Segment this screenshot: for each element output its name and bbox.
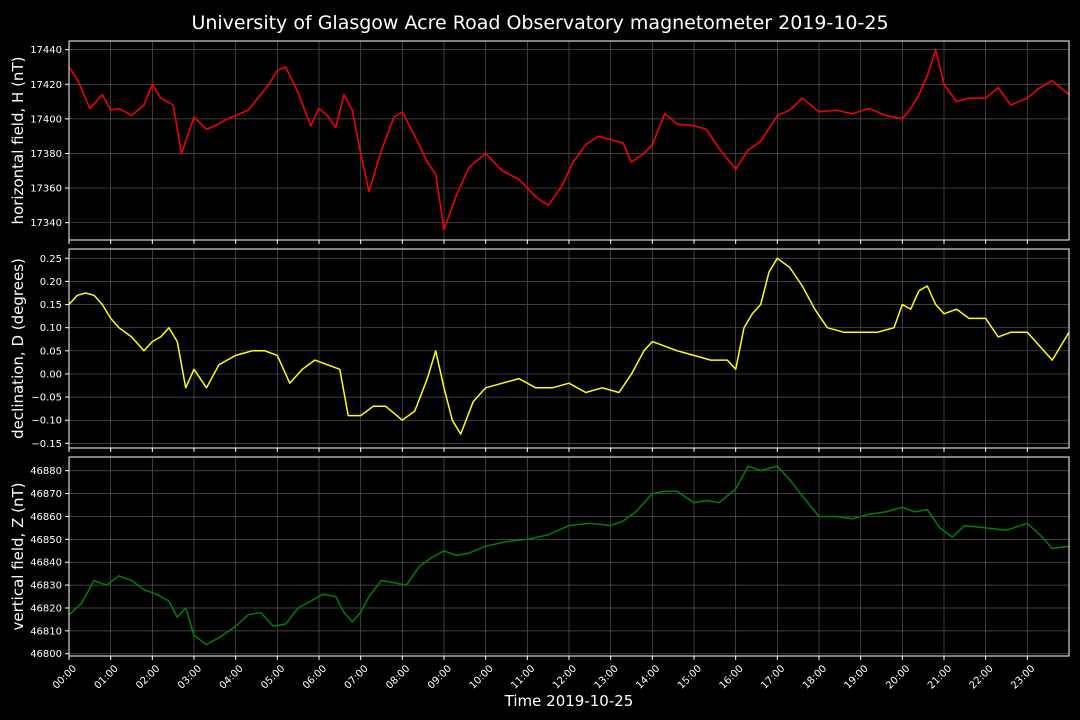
panel-3: 46800 46810 46820 46830 46840 46850 46860 46870… <box>9 456 1070 660</box>
y-tick-label: 17420 <box>30 80 62 91</box>
y-axis-label: vertical field, Z (nT) <box>9 482 27 630</box>
y-tick-label: 17380 <box>30 149 62 160</box>
x-tick-label: 18:00 <box>801 663 829 691</box>
x-tick-label: 14:00 <box>634 663 662 691</box>
y-tick-label: 46860 <box>30 512 62 523</box>
y-tick-label: 17440 <box>30 45 62 56</box>
y-tick-label: 17340 <box>30 218 62 229</box>
panel-1: 17340 17360 17380 17400 17420 17440horizontal… <box>9 40 1070 244</box>
x-tick-label: 07:00 <box>343 663 371 691</box>
y-tick-label: 0.20 <box>40 277 62 288</box>
x-tick-label: 01:00 <box>93 663 121 691</box>
y-tick-label: 46820 <box>30 603 62 614</box>
x-tick-label: 20:00 <box>884 663 912 691</box>
x-tick-label: 09:00 <box>426 663 454 691</box>
x-tick-label: 03:00 <box>176 663 204 691</box>
y-tick-label: 46800 <box>30 649 62 660</box>
x-tick-label: 17:00 <box>759 663 787 691</box>
y-tick-label: 0.00 <box>40 369 62 380</box>
series-line <box>68 48 1070 231</box>
y-tick-label: 17360 <box>30 184 62 195</box>
y-tick-label: 46840 <box>30 558 62 569</box>
x-tick-label: 23:00 <box>1009 663 1037 691</box>
x-tick-labels: 00:00 01:00 02:00 03:00 04:00 05:00 06:00 07:00… <box>51 663 1037 691</box>
y-tick-label: 0.25 <box>40 254 62 265</box>
x-tick-label: 02:00 <box>134 663 162 691</box>
x-tick-label: 13:00 <box>593 663 621 691</box>
y-tick-label: 46810 <box>30 626 62 637</box>
y-axis-label: declination, D (degrees) <box>9 258 27 439</box>
y-tick-label: 46870 <box>30 489 62 500</box>
y-tick-label: 0.15 <box>40 300 62 311</box>
panel-frame <box>68 248 1070 449</box>
panel-frame <box>68 40 1070 241</box>
panel-2: −0.15 −0.10 −0.05 0.00 0.05 0.10 0.15 0.20 0.25 d… <box>9 248 1070 452</box>
y-tick-label: 0.05 <box>40 346 62 357</box>
x-tick-label: 12:00 <box>551 663 579 691</box>
x-tick-label: 04:00 <box>218 663 246 691</box>
x-tick-label: 16:00 <box>718 663 746 691</box>
y-tick-label: −0.15 <box>31 439 62 450</box>
panels-group: 17340 17360 17380 17400 17420 17440horizontal… <box>9 40 1070 660</box>
x-tick-label: 15:00 <box>676 663 704 691</box>
x-tick-label: 00:00 <box>51 663 79 691</box>
x-tick-label: 05:00 <box>259 663 287 691</box>
y-tick-label: 46850 <box>30 535 62 546</box>
y-tick-label: 17400 <box>30 114 62 125</box>
y-tick-label: 0.10 <box>40 323 62 334</box>
x-tick-label: 21:00 <box>926 663 954 691</box>
y-axis-label: horizontal field, H (nT) <box>9 57 27 225</box>
x-tick-label: 06:00 <box>301 663 329 691</box>
x-tick-label: 19:00 <box>843 663 871 691</box>
y-tick-label: −0.10 <box>31 416 62 427</box>
x-tick-label: 08:00 <box>384 663 412 691</box>
panel-frame <box>68 456 1070 657</box>
chart-title: University of Glasgow Acre Road Observat… <box>191 12 888 34</box>
x-axis-label: Time 2019-10-25 <box>504 692 634 710</box>
x-tick-label: 22:00 <box>968 663 996 691</box>
y-tick-label: 46830 <box>30 581 62 592</box>
y-tick-label: 46880 <box>30 466 62 477</box>
x-tick-label: 10:00 <box>468 663 496 691</box>
y-tick-label: −0.05 <box>31 393 62 404</box>
series-line <box>68 465 1070 646</box>
x-tick-label: 11:00 <box>509 663 537 691</box>
series-line <box>68 257 1070 435</box>
